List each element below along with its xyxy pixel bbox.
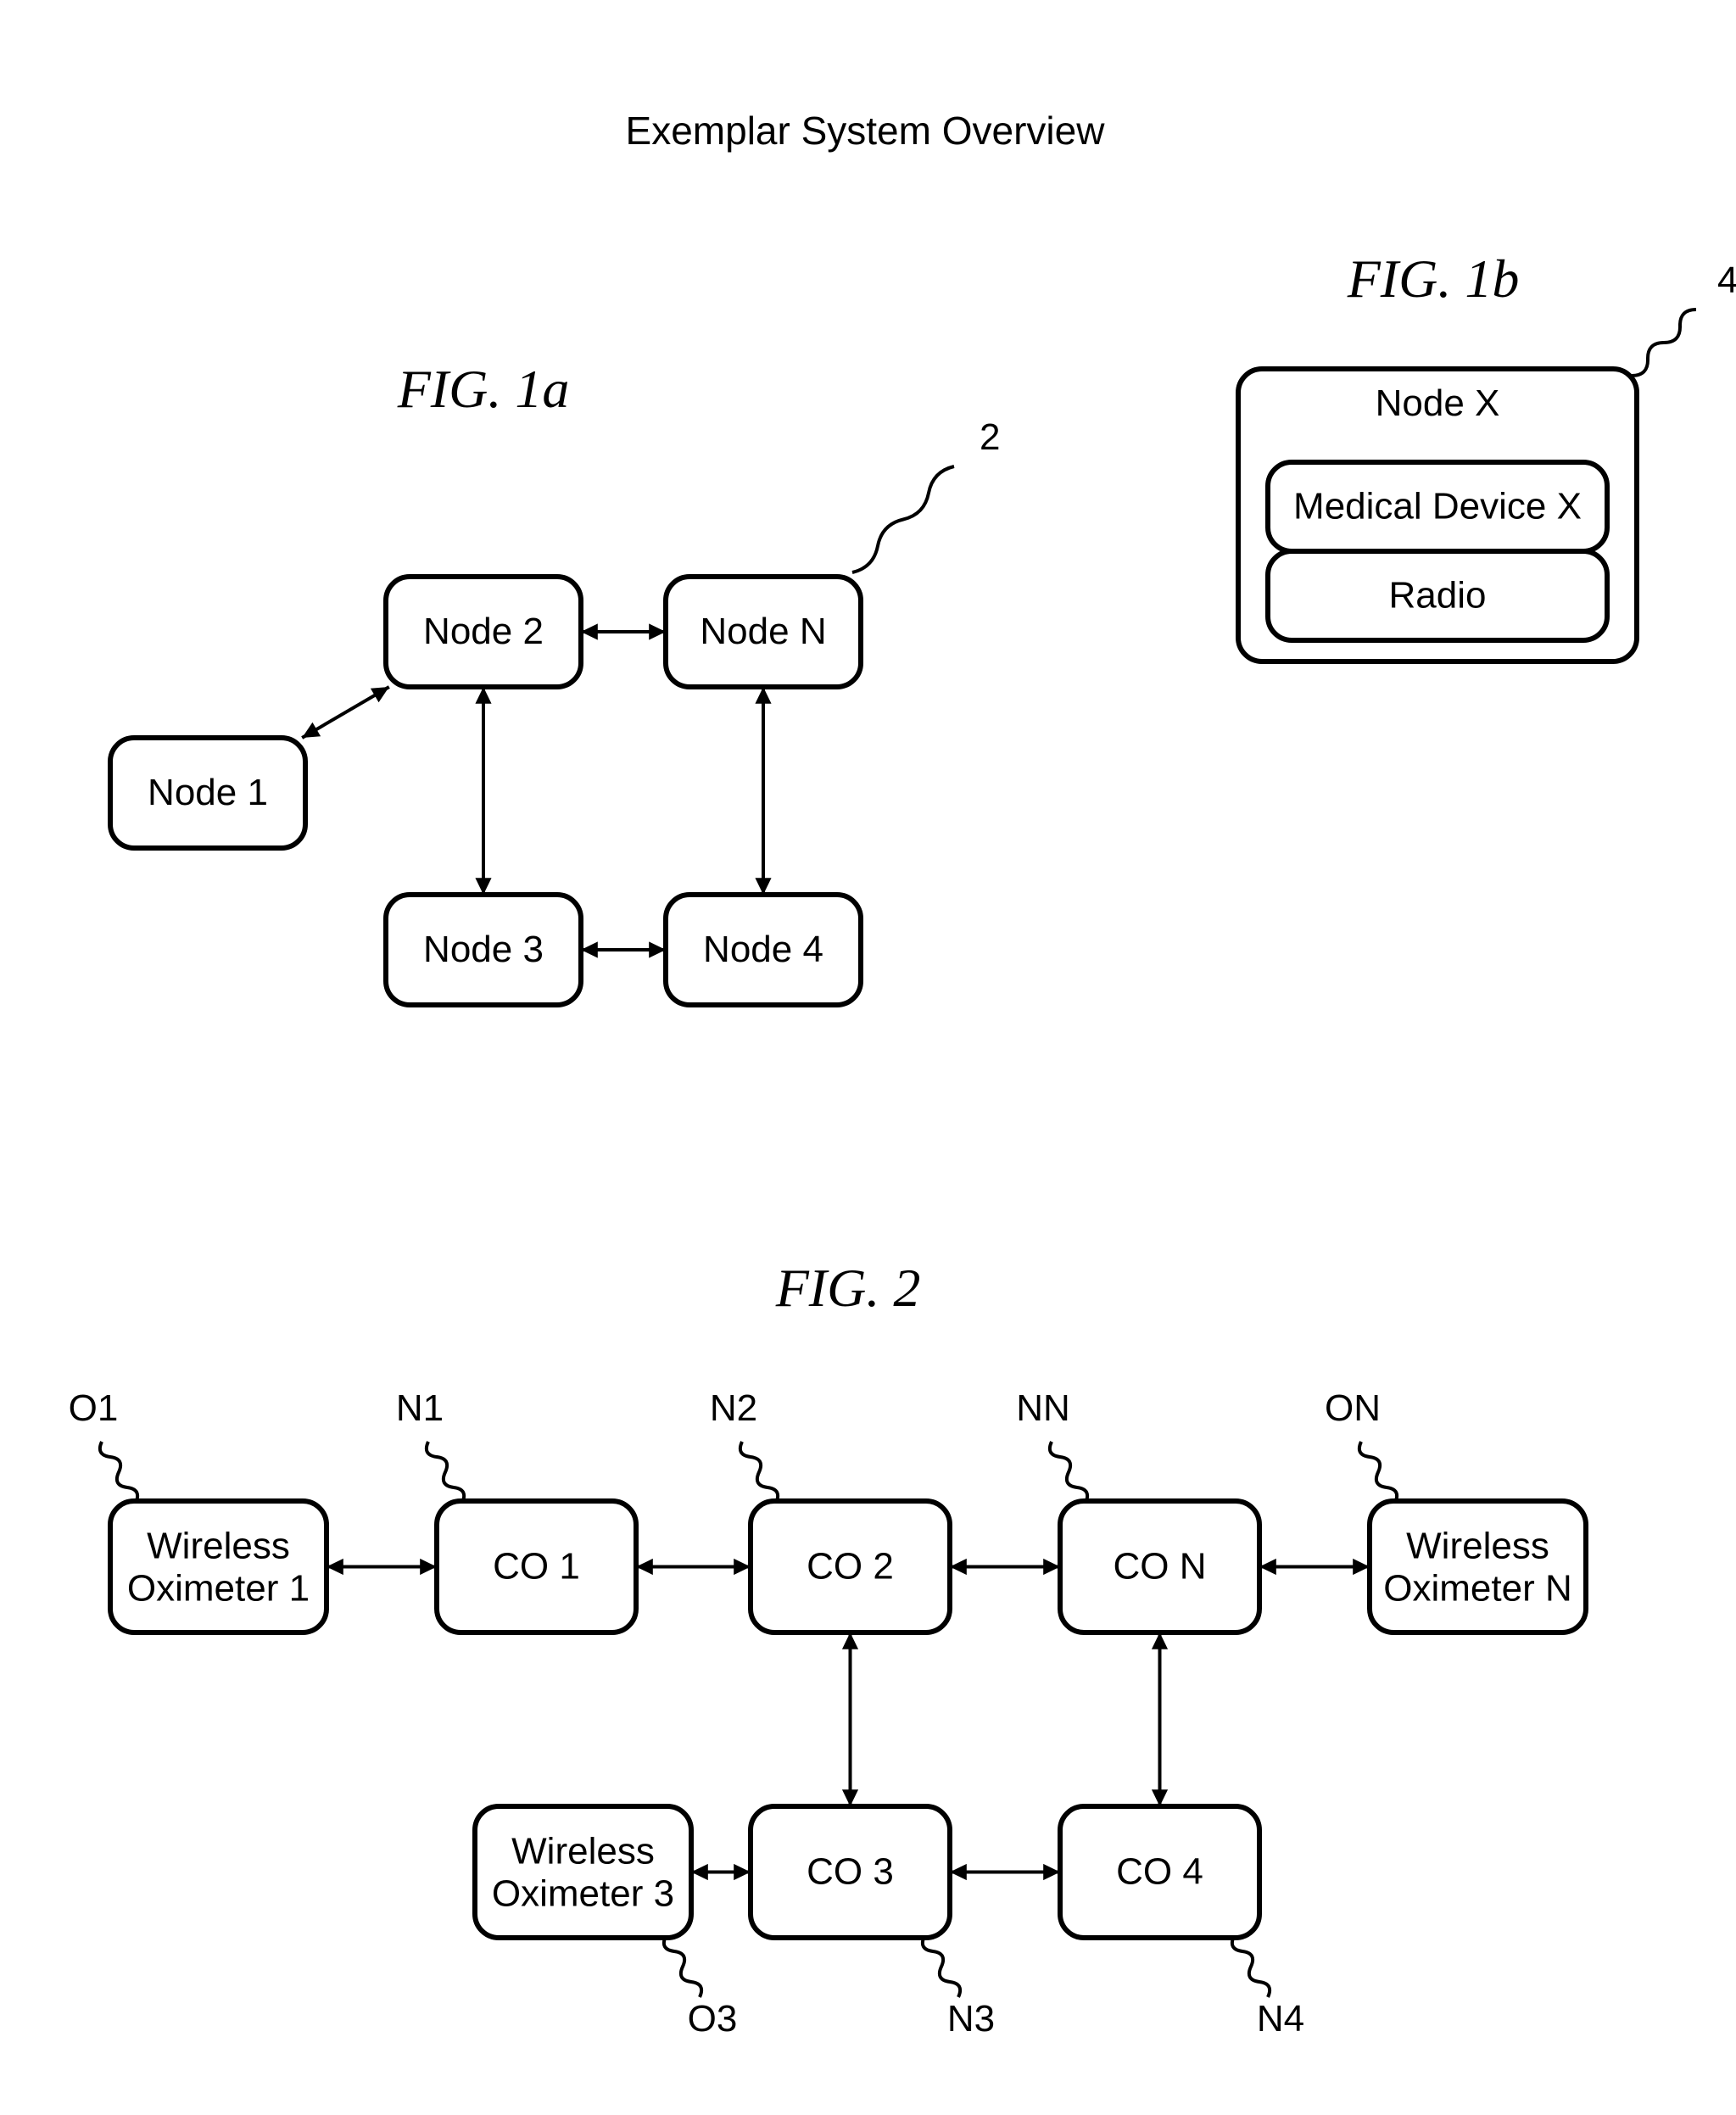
svg-text:Node N: Node N [700,611,826,652]
svg-text:Node 4: Node 4 [703,929,823,970]
svg-text:CO 1: CO 1 [493,1546,580,1588]
svg-text:Oximeter N: Oximeter N [1383,1568,1571,1610]
svg-text:CO 2: CO 2 [807,1546,894,1588]
fig2-label: FIG. 2 [775,1258,921,1318]
ref-n1: N1 [396,1387,444,1429]
svg-text:Node 2: Node 2 [423,611,544,652]
ref-on: ON [1325,1387,1381,1429]
svg-text:Node 1: Node 1 [148,772,268,813]
fig1a-ref: 2 [980,416,1000,458]
svg-text:Oximeter 1: Oximeter 1 [127,1568,310,1610]
ref-nn: NN [1016,1387,1070,1429]
svg-text:CO 4: CO 4 [1116,1851,1203,1893]
ref-o3: O3 [688,1998,738,2040]
svg-text:Wireless: Wireless [147,1526,290,1567]
fig1b-ref: 4 [1717,259,1736,301]
fig1b-label: FIG. 1b [1347,248,1520,309]
page-title: Exemplar System Overview [626,109,1106,153]
svg-text:Node 3: Node 3 [423,929,544,970]
svg-text:CO 3: CO 3 [807,1851,894,1893]
ref-n3: N3 [947,1998,995,2040]
ref-n2: N2 [710,1387,757,1429]
svg-text:Wireless: Wireless [511,1831,655,1872]
nodex-title: Node X [1376,382,1500,424]
svg-text:Oximeter 3: Oximeter 3 [492,1873,674,1915]
ref-o1: O1 [69,1387,119,1429]
svg-text:Medical Device X: Medical Device X [1293,486,1582,527]
svg-text:Wireless: Wireless [1406,1526,1549,1567]
svg-text:Radio: Radio [1389,575,1487,617]
ref-n4: N4 [1257,1998,1304,2040]
svg-text:CO N: CO N [1114,1546,1207,1588]
fig1a-label: FIG. 1a [397,359,570,419]
